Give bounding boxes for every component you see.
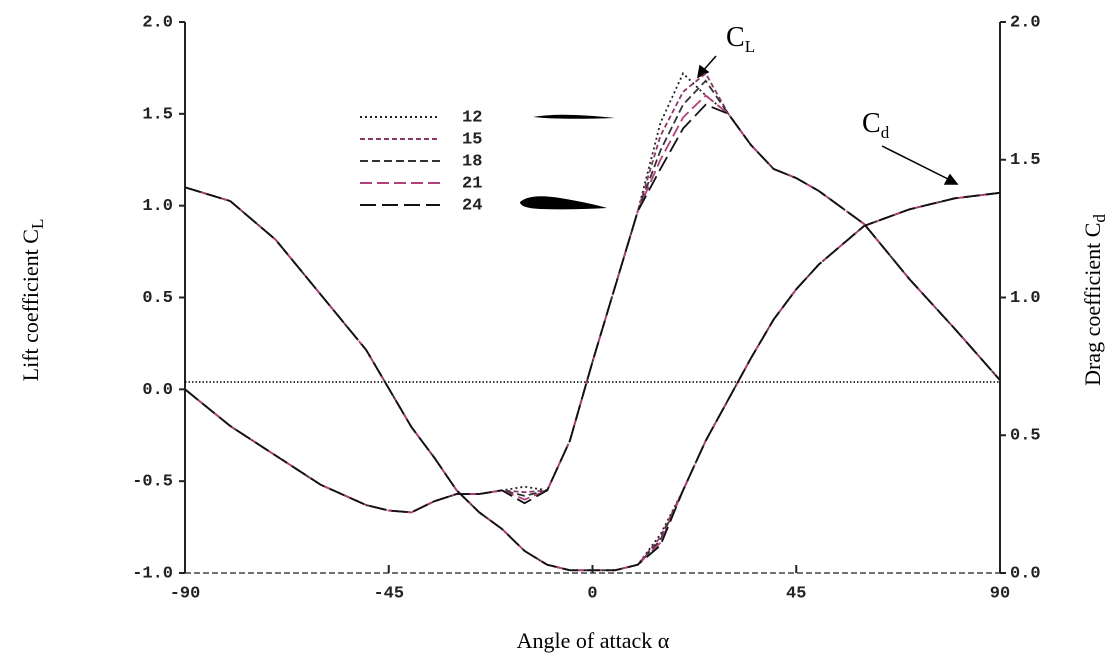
x-axis-label: Angle of attack α — [517, 628, 670, 653]
x-tick-label: -90 — [170, 584, 201, 603]
annotation-text: C — [726, 22, 745, 53]
drag-line — [184, 186, 1001, 572]
y2-tick-label: 1.5 — [1010, 151, 1041, 170]
drag-line — [184, 186, 1001, 572]
legend-label: 12 — [462, 108, 482, 127]
annotation-text: C — [862, 108, 881, 139]
y-tick-label: 1.5 — [142, 105, 173, 124]
y-tick-label: 2.0 — [142, 13, 173, 32]
y2-tick-label: 2.0 — [1010, 13, 1041, 32]
arrowhead — [943, 173, 959, 185]
annotation: CL — [726, 22, 755, 56]
legend-label: 15 — [462, 130, 482, 149]
airfoil-thick — [520, 196, 607, 210]
airfoils — [520, 114, 615, 210]
x-tick-label: 90 — [990, 584, 1010, 603]
legend-label: 21 — [462, 174, 482, 193]
y-axis-label-sub: L — [28, 219, 47, 229]
airfoil-thin — [533, 114, 615, 119]
y-tick-label: -0.5 — [132, 473, 173, 492]
lift-line — [184, 103, 1001, 514]
lift-line — [184, 72, 1001, 514]
y2-tick-label: 0.0 — [1010, 564, 1041, 583]
legend-label: 18 — [462, 152, 482, 171]
annotation-sub: L — [745, 37, 755, 56]
y2-axis-label-text: Drag coefficient C — [1080, 223, 1105, 386]
arrow — [881, 145, 951, 181]
y-axis-label: Lift coefficient CL — [18, 219, 47, 382]
y-tick-label: 1.0 — [142, 197, 173, 216]
y-tick-label: 0.0 — [142, 381, 173, 400]
y-tick-label: 0.5 — [142, 289, 173, 308]
y2-axis-label-sub: d — [1090, 214, 1109, 223]
annotation-sub: d — [881, 123, 890, 142]
y-axis-label-text: Lift coefficient C — [18, 229, 43, 381]
x-tick-label: -45 — [373, 584, 404, 603]
y-tick-label: -1.0 — [132, 564, 173, 583]
legend-label: 24 — [462, 196, 482, 215]
x-tick-label: 0 — [587, 584, 597, 603]
drag-line — [184, 186, 1001, 572]
y2-tick-label: 1.0 — [1010, 289, 1041, 308]
annotation: Cd — [862, 108, 890, 142]
x-tick-label: 45 — [786, 584, 806, 603]
y2-tick-label: 0.5 — [1010, 427, 1041, 446]
arrows — [696, 55, 959, 185]
y2-axis-label: Drag coefficient Cd — [1080, 214, 1109, 386]
drag-line — [184, 186, 1001, 572]
drag-line — [184, 186, 1001, 572]
lift-line — [184, 71, 1001, 514]
lift-line — [184, 94, 1001, 514]
lift-line — [184, 79, 1001, 514]
